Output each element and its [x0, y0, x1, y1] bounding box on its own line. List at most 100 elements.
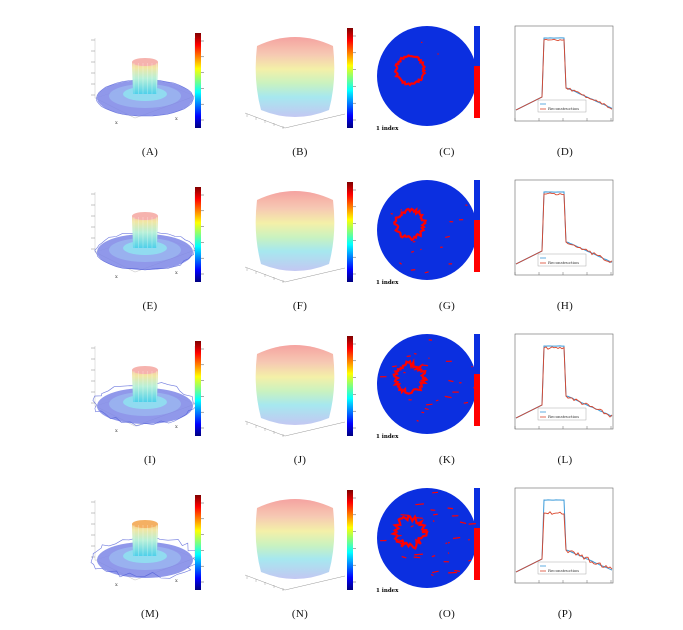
shell-colorbar	[347, 28, 356, 128]
surface-colorbar	[195, 187, 204, 282]
profile-plot: Reconstruction	[514, 179, 614, 276]
shell-colorbar	[347, 336, 356, 436]
panel-caption: (D)	[556, 146, 574, 158]
svg-text:Reconstruction: Reconstruction	[548, 260, 579, 265]
panel-caption: (C)	[439, 146, 455, 158]
disc-plot: 1 index	[376, 488, 480, 594]
panel-c: 1 index (C)	[372, 18, 522, 168]
panel-p: Reconstruction (P)	[510, 480, 620, 630]
contour-speckles	[390, 204, 468, 274]
reconstruction-line	[515, 346, 613, 419]
surface-peak	[132, 520, 158, 556]
surface-peak	[132, 366, 158, 402]
contour-speckles	[380, 491, 477, 576]
svg-text:x: x	[175, 116, 178, 122]
panel-k: 1 index (K)	[372, 326, 522, 476]
panel-caption: (K)	[438, 454, 456, 466]
surface-plot: xx	[91, 33, 204, 128]
surface-colorbar	[195, 495, 204, 590]
shell-axes	[244, 266, 346, 283]
svg-text:Reconstruction: Reconstruction	[548, 568, 579, 573]
surface-base	[96, 79, 195, 117]
panel-caption: (B)	[292, 146, 308, 158]
profile-plot: Reconstruction	[514, 487, 614, 584]
svg-text:x: x	[115, 120, 118, 126]
profile-legend: Reconstruction	[537, 407, 587, 421]
surface-plot: xx	[91, 187, 204, 282]
contour-speckles	[397, 41, 439, 66]
panel-n: (N)	[225, 480, 375, 630]
panel-caption: (L)	[557, 454, 573, 466]
svg-text:x: x	[115, 274, 118, 280]
contour-speckles	[379, 339, 476, 422]
shell-plot	[244, 336, 356, 437]
shell-colorbar	[347, 182, 356, 282]
panel-caption: (G)	[438, 300, 456, 312]
disc	[377, 488, 480, 588]
shell-surface	[255, 499, 335, 579]
svg-text:x: x	[175, 424, 178, 430]
contour-ring	[393, 207, 428, 242]
disc	[377, 334, 480, 434]
panel-j: (J)	[225, 326, 375, 476]
svg-text:x: x	[115, 428, 118, 434]
index-label: 1 index	[376, 434, 399, 440]
surface-peak	[132, 212, 158, 248]
panel-o: 1 index (O)	[372, 480, 522, 630]
shell-axes	[244, 420, 346, 437]
surface-colorbar	[195, 33, 204, 128]
shell-axes	[244, 574, 346, 591]
surface-tick-labels: xx	[115, 116, 178, 126]
shell-axes	[244, 112, 346, 129]
index-label: 1 index	[376, 280, 399, 286]
disc-plot: 1 index	[376, 334, 480, 440]
panel-m: x x (M)	[75, 480, 225, 630]
disc-plot: 1 index	[376, 26, 480, 132]
index-label: 1 index	[376, 126, 399, 132]
surface-tick-labels: xx	[115, 578, 178, 588]
panel-b: (B)	[225, 18, 375, 168]
shell-plot	[244, 28, 356, 129]
surface-tick-labels: xx	[115, 270, 178, 280]
profile-legend: Reconstruction	[537, 561, 587, 575]
panel-d: Reconstruction (D)	[510, 18, 620, 168]
svg-text:Reconstruction: Reconstruction	[548, 106, 579, 111]
figure-row-4: x x (M) (N) 1 index (O) Reconstruction (P)	[0, 480, 683, 630]
surface-tick-labels: xx	[115, 424, 178, 434]
shell-plot	[244, 182, 356, 283]
panel-caption: (J)	[293, 454, 307, 466]
panel-caption: (E)	[142, 300, 158, 312]
svg-text:x: x	[175, 578, 178, 584]
disc	[377, 26, 480, 126]
panel-f: (F)	[225, 172, 375, 322]
surface-colorbar	[195, 341, 204, 436]
panel-e: x x (E)	[75, 172, 225, 322]
panel-caption: (P)	[557, 608, 573, 620]
panel-caption: (M)	[140, 608, 159, 620]
shell-surface	[255, 37, 335, 117]
profile-plot: Reconstruction	[514, 333, 614, 430]
figure-row-2: x x (E) (F) 1 index (G) Reconstruction (H)	[0, 172, 683, 322]
svg-text:Reconstruction: Reconstruction	[548, 414, 579, 419]
profile-legend: Reconstruction	[537, 253, 587, 267]
reconstruction-line	[515, 511, 613, 573]
panel-caption: (A)	[141, 146, 159, 158]
panel-a: x x (A)	[75, 18, 225, 168]
contour-ring	[390, 514, 429, 550]
profile-plot: Reconstruction	[514, 25, 614, 122]
index-label: 1 index	[376, 588, 399, 594]
contour-ring	[392, 358, 429, 395]
figure-row-3: x x (I) (J) 1 index (K) Reconstruction (L)	[0, 326, 683, 476]
panel-g: 1 index (G)	[372, 172, 522, 322]
profile-legend: Reconstruction	[537, 99, 587, 113]
shell-colorbar	[347, 490, 356, 590]
contour-ring	[393, 54, 427, 87]
svg-text:x: x	[115, 582, 118, 588]
disc-plot: 1 index	[376, 180, 480, 286]
shell-surface	[255, 191, 335, 271]
shell-plot	[244, 490, 356, 591]
panel-h: Reconstruction (H)	[510, 172, 620, 322]
panel-l: Reconstruction (L)	[510, 326, 620, 476]
panel-caption: (H)	[556, 300, 574, 312]
